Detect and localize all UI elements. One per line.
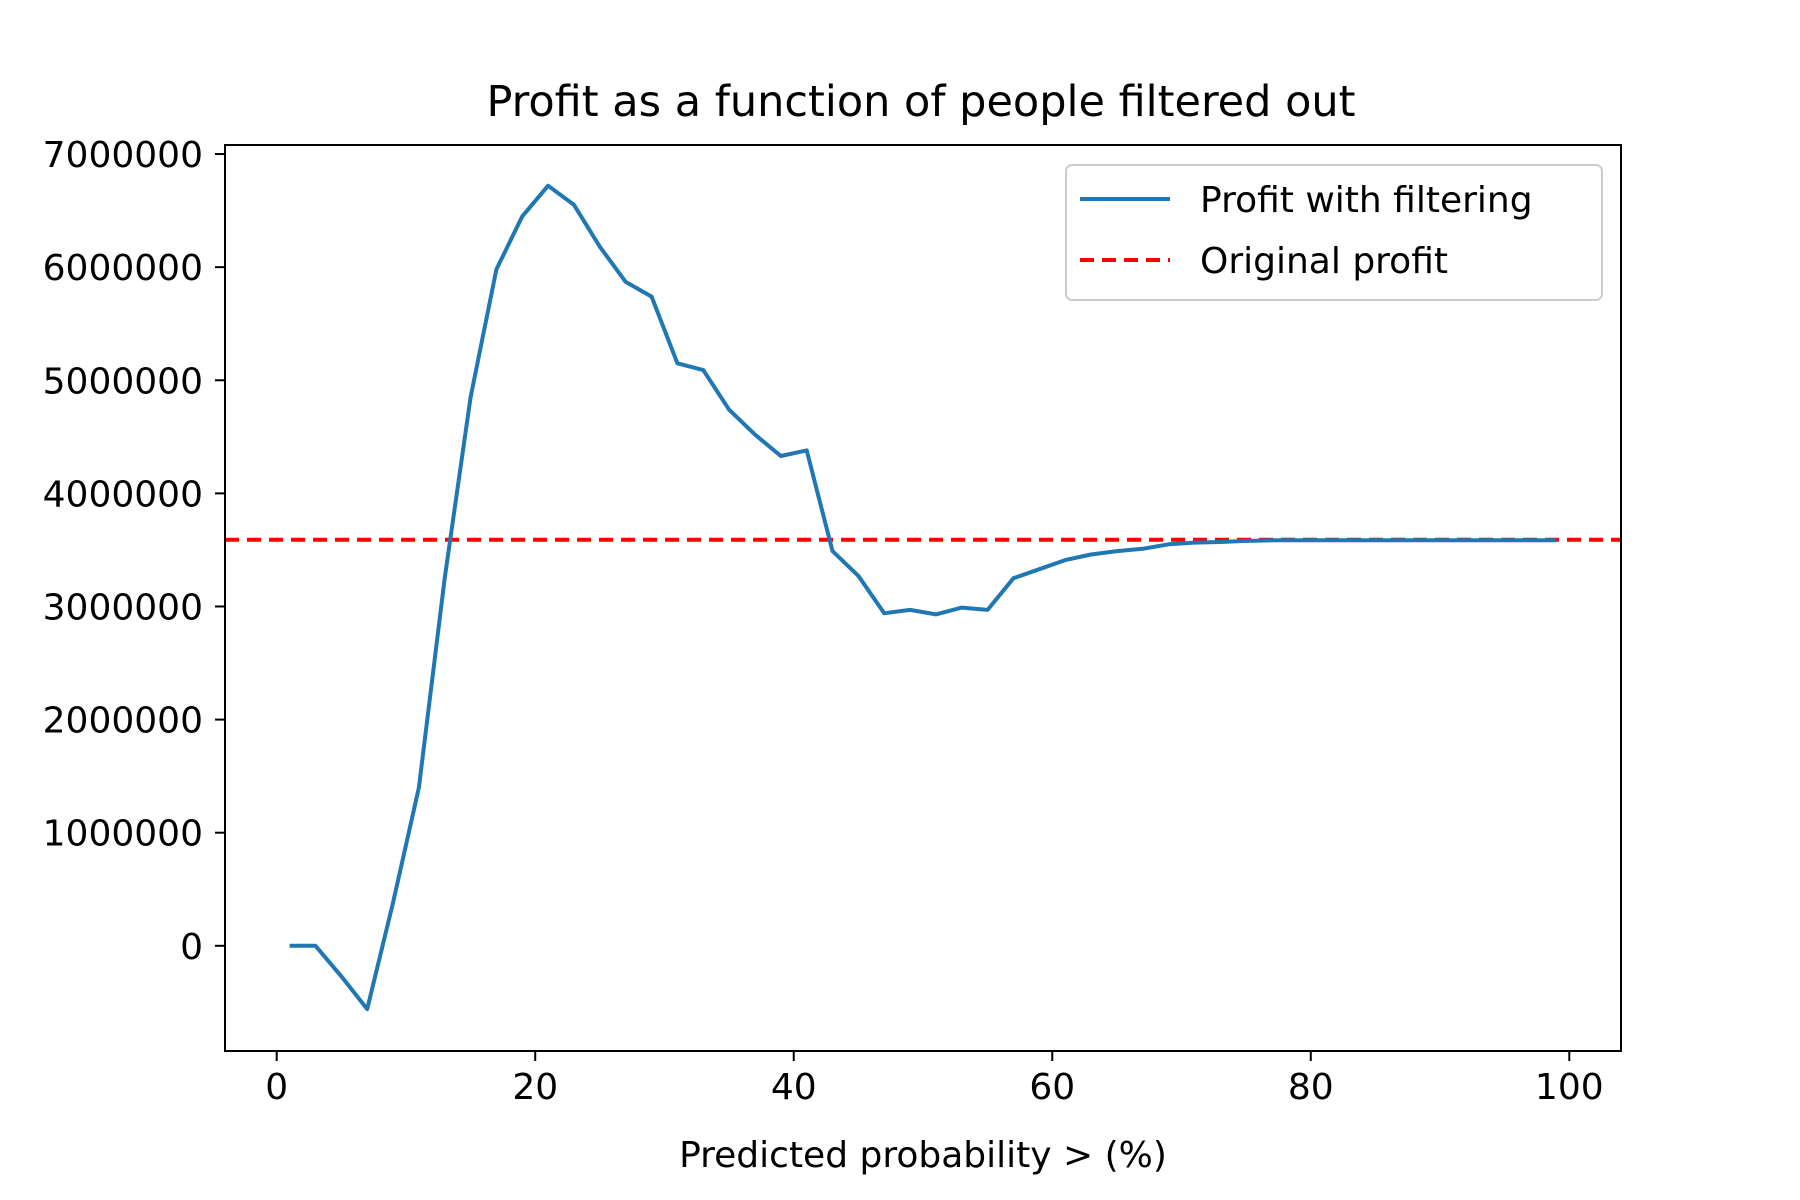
chart-title: Profit as a function of people filtered … [486, 77, 1355, 127]
y-tick-label: 0 [180, 927, 203, 968]
legend-label-profit-with-filtering: Profit with filtering [1200, 180, 1533, 221]
y-tick-label: 2000000 [43, 701, 203, 742]
legend-label-original-profit: Original profit [1200, 241, 1448, 282]
legend: Profit with filtering Original profit [1065, 164, 1603, 301]
y-tick-label: 5000000 [43, 361, 203, 402]
x-tick-label: 20 [512, 1067, 558, 1108]
y-axis-ticks: 0 1000000 2000000 3000000 4000000 5000000 6000… [43, 135, 225, 968]
y-tick-label: 4000000 [43, 474, 203, 515]
y-tick-label: 6000000 [43, 248, 203, 289]
profit-with-filtering-line [289, 183, 1557, 1012]
plot-area [225, 183, 1621, 1012]
legend-box [1065, 164, 1603, 301]
plot-frame [224, 144, 1622, 1052]
x-tick-label: 100 [1535, 1067, 1604, 1108]
x-tick-label: 0 [265, 1067, 288, 1108]
x-tick-label: 60 [1029, 1067, 1075, 1108]
x-tick-label: 80 [1288, 1067, 1334, 1108]
y-tick-label: 3000000 [43, 587, 203, 628]
y-tick-label: 7000000 [43, 135, 203, 176]
x-axis-title: Predicted probability > (%) [679, 1135, 1167, 1176]
x-axis-ticks: 0 20 40 60 80 100 [265, 1051, 1604, 1108]
y-tick-label: 1000000 [43, 814, 203, 855]
x-tick-label: 40 [771, 1067, 817, 1108]
